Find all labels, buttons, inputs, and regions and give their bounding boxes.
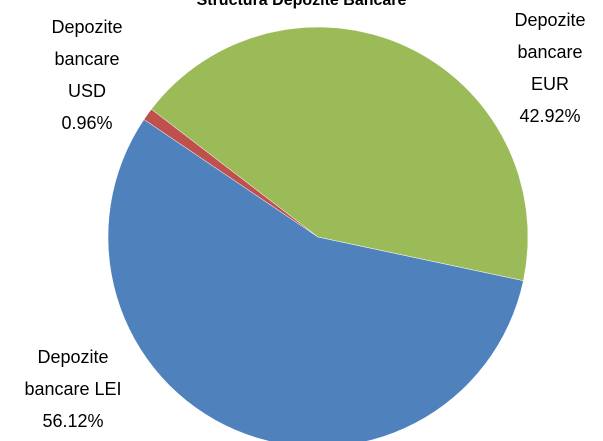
value-label: 42.92%: [519, 106, 581, 126]
slice-label: Depozite bancare LEI 56.12%: [3, 341, 143, 437]
category-label: Depozite bancare LEI: [24, 347, 122, 399]
pie-slice: [107, 119, 524, 441]
category-label: Depozite bancare USD: [51, 17, 123, 101]
slice-label: Depozite bancare USD 0.96%: [37, 11, 137, 139]
value-label: 0.96%: [61, 113, 113, 133]
chart-title: Structura Depozite Bancare: [196, 0, 407, 9]
pie-slice: [151, 26, 529, 281]
slice-label: Depozite bancare EUR 42.92%: [497, 4, 603, 132]
value-label: 56.12%: [42, 411, 104, 431]
category-label: Depozite bancare EUR: [514, 10, 586, 94]
